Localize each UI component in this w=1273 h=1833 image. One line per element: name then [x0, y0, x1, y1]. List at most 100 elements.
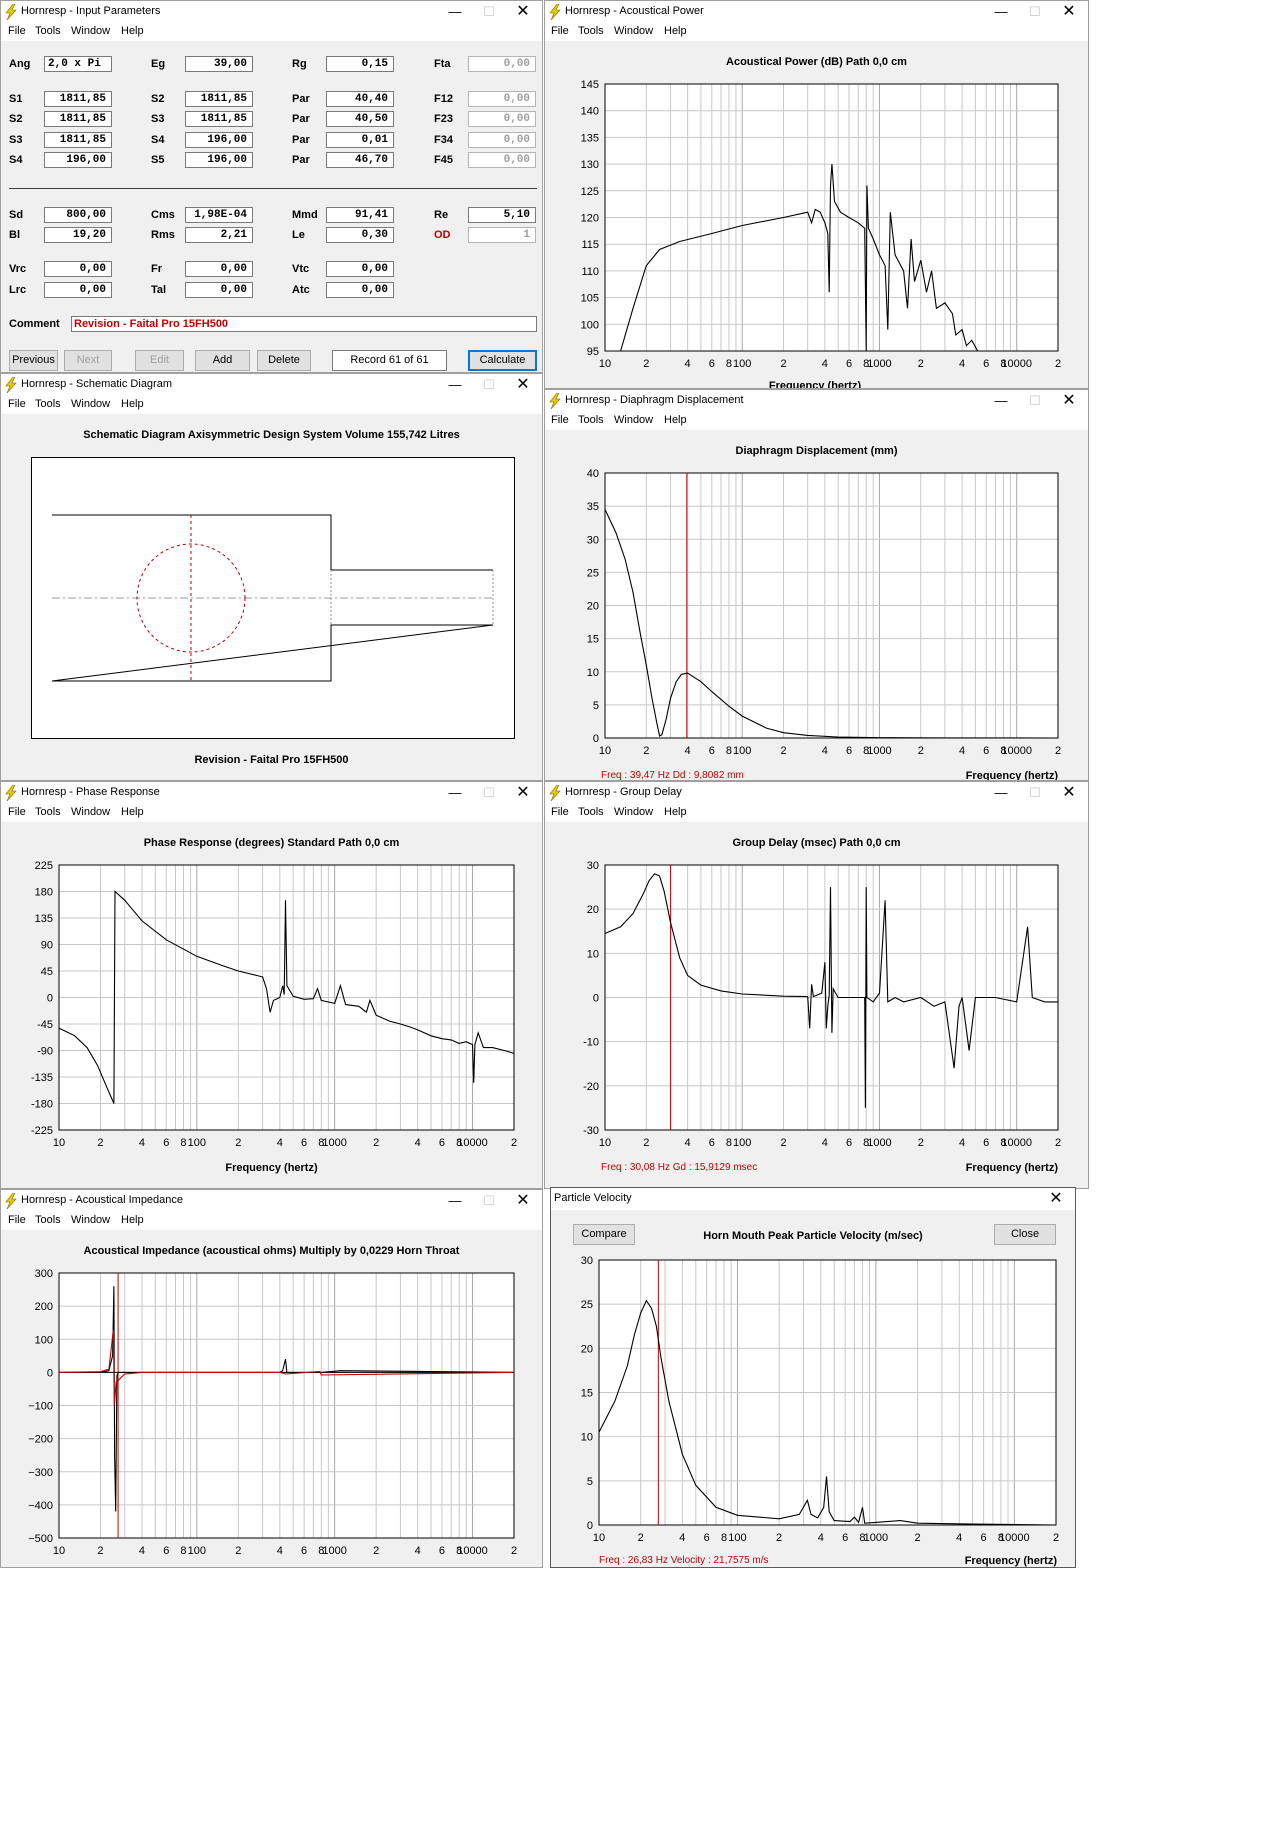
par3-field[interactable]: 0,01	[326, 132, 394, 148]
close-button[interactable]: ✕	[516, 1192, 530, 1209]
vtc-field[interactable]: 0,00	[326, 261, 394, 277]
menu-help[interactable]: Help	[664, 25, 687, 37]
s3b-field[interactable]: 1811,85	[44, 132, 112, 148]
menu-window[interactable]: Window	[71, 25, 111, 37]
close-button[interactable]: ✕	[1062, 392, 1076, 409]
minimize-button[interactable]: —	[448, 785, 462, 800]
s3-field[interactable]: 1811,85	[185, 111, 253, 127]
atc-field[interactable]: 0,00	[326, 282, 394, 298]
rms-field[interactable]: 2,21	[185, 227, 253, 243]
menu-file[interactable]: File	[551, 414, 569, 426]
comment-field[interactable]: Revision - Faital Pro 15FH500	[71, 316, 537, 332]
menu-file[interactable]: File	[8, 806, 26, 818]
menu-window[interactable]: Window	[614, 414, 654, 426]
menu-help[interactable]: Help	[664, 806, 687, 818]
acoustical-power-window: Hornresp - Acoustical Power — ☐ ✕ File T…	[544, 0, 1089, 389]
menu-tools[interactable]: Tools	[35, 806, 61, 818]
tal-field[interactable]: 0,00	[185, 282, 253, 298]
f45-label: F45	[434, 154, 453, 166]
delete-button[interactable]: Delete	[257, 350, 311, 371]
menu-file[interactable]: File	[8, 25, 26, 37]
x-tick-label: 6	[163, 1545, 169, 1557]
menu-file[interactable]: File	[551, 25, 569, 37]
par4-field[interactable]: 46,70	[326, 152, 394, 168]
s2b-field[interactable]: 1811,85	[44, 111, 112, 127]
re-field[interactable]: 5,10	[468, 207, 536, 223]
minimize-button[interactable]: —	[448, 1193, 462, 1208]
menu-help[interactable]: Help	[121, 1214, 144, 1226]
menu-window[interactable]: Window	[71, 1214, 111, 1226]
s2-field[interactable]: 1811,85	[185, 91, 253, 107]
menu-tools[interactable]: Tools	[35, 398, 61, 410]
y-tick-label: 5	[587, 1476, 593, 1488]
maximize-button[interactable]: ☐	[483, 785, 495, 800]
s4b-field[interactable]: 196,00	[44, 152, 112, 168]
compare-button[interactable]: Compare	[573, 1224, 635, 1245]
x-tick-label: 6	[301, 1137, 307, 1149]
menu-help[interactable]: Help	[121, 806, 144, 818]
maximize-button[interactable]: ☐	[483, 377, 495, 392]
s4-field[interactable]: 196,00	[185, 132, 253, 148]
menu-file[interactable]: File	[8, 398, 26, 410]
x-tick-label: 6	[981, 1532, 987, 1544]
close-button[interactable]: ✕	[1049, 1190, 1063, 1207]
maximize-button[interactable]: ☐	[483, 1193, 495, 1208]
menu-file[interactable]: File	[551, 806, 569, 818]
menu-window[interactable]: Window	[71, 398, 111, 410]
close-button[interactable]: ✕	[1062, 784, 1076, 801]
close-button[interactable]: ✕	[516, 3, 530, 20]
menu-window[interactable]: Window	[614, 806, 654, 818]
menu-help[interactable]: Help	[664, 414, 687, 426]
eg-field[interactable]: 39,00	[185, 56, 253, 72]
x-tick-label: 100	[733, 358, 751, 370]
close-button[interactable]: ✕	[1062, 3, 1076, 20]
le-field[interactable]: 0,30	[326, 227, 394, 243]
x-tick-label: 100	[728, 1532, 746, 1544]
ang-field[interactable]: 2,0 x Pi	[44, 56, 112, 72]
y-tick-label: −200	[28, 1434, 53, 1446]
x-tick-label: 8	[180, 1137, 186, 1149]
lrc-field[interactable]: 0,00	[44, 282, 112, 298]
fr-field[interactable]: 0,00	[185, 261, 253, 277]
cms-field[interactable]: 1,98E-04	[185, 207, 253, 223]
menu-window[interactable]: Window	[614, 25, 654, 37]
s5-field[interactable]: 196,00	[185, 152, 253, 168]
sd-field[interactable]: 800,00	[44, 207, 112, 223]
par1-field[interactable]: 40,40	[326, 91, 394, 107]
minimize-button[interactable]: —	[994, 785, 1008, 800]
close-button[interactable]: ✕	[516, 784, 530, 801]
minimize-button[interactable]: —	[448, 377, 462, 392]
s1-field[interactable]: 1811,85	[44, 91, 112, 107]
menu-tools[interactable]: Tools	[578, 806, 604, 818]
add-button[interactable]: Add	[195, 350, 250, 371]
minimize-button[interactable]: —	[448, 4, 462, 19]
menu-tools[interactable]: Tools	[35, 1214, 61, 1226]
bl-field[interactable]: 19,20	[44, 227, 112, 243]
plot-title: Phase Response (degrees) Standard Path 0…	[143, 837, 400, 849]
maximize-button[interactable]: ☐	[1029, 785, 1041, 800]
menu-tools[interactable]: Tools	[35, 25, 61, 37]
menu-file[interactable]: File	[8, 1214, 26, 1226]
mmd-field[interactable]: 91,41	[326, 207, 394, 223]
menu-window[interactable]: Window	[71, 806, 111, 818]
minimize-button[interactable]: —	[994, 4, 1008, 19]
previous-button[interactable]: Previous	[9, 350, 58, 371]
menu-tools[interactable]: Tools	[578, 25, 604, 37]
bl-label: Bl	[9, 229, 20, 241]
par2-field[interactable]: 40,50	[326, 111, 394, 127]
next-button[interactable]: Next	[64, 350, 112, 371]
menu-tools[interactable]: Tools	[578, 414, 604, 426]
title-bar: Hornresp - Group Delay — ☐ ✕	[545, 782, 1088, 804]
menu-help[interactable]: Help	[121, 398, 144, 410]
calculate-button[interactable]: Calculate	[468, 350, 537, 371]
maximize-button[interactable]: ☐	[1029, 393, 1041, 408]
edit-button[interactable]: Edit	[135, 350, 184, 371]
rg-field[interactable]: 0,15	[326, 56, 394, 72]
close-dialog-button[interactable]: Close	[994, 1224, 1056, 1245]
close-button[interactable]: ✕	[516, 376, 530, 393]
menu-help[interactable]: Help	[121, 25, 144, 37]
vrc-field[interactable]: 0,00	[44, 261, 112, 277]
maximize-button[interactable]: ☐	[1029, 4, 1041, 19]
minimize-button[interactable]: —	[994, 393, 1008, 408]
maximize-button[interactable]: ☐	[483, 4, 495, 19]
